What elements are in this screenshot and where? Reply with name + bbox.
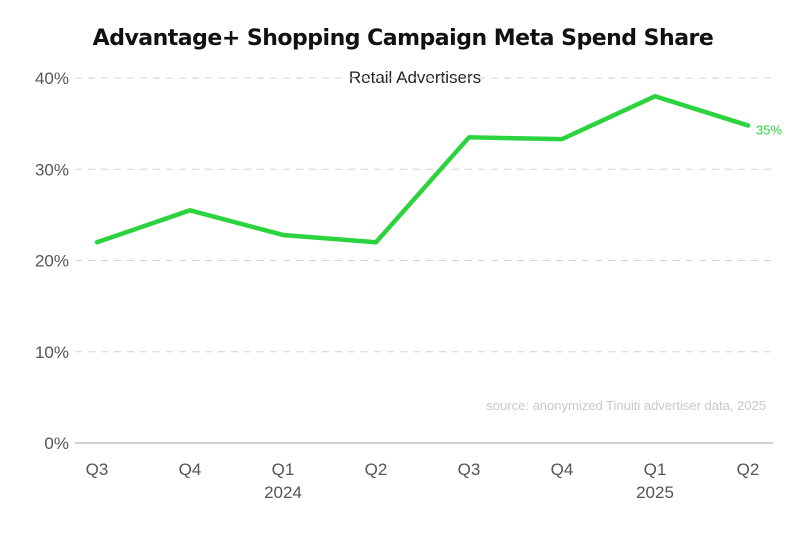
x-tick-label: Q1 (644, 460, 667, 479)
x-tick-label: Q4 (551, 460, 574, 479)
source-note: source: anonymized Tinuiti advertiser da… (486, 398, 766, 413)
x-tick-label: Q4 (179, 460, 202, 479)
y-tick-label: 30% (35, 160, 69, 179)
x-tick-label: Q1 (272, 460, 295, 479)
x-year-label: 2025 (636, 483, 674, 502)
y-tick-label: 0% (44, 434, 69, 453)
x-axis-ticks: Q3 Q4 Q1 2024 Q2 Q3 Q4 Q1 2025 Q2 (86, 460, 760, 502)
chart-title: Advantage+ Shopping Campaign Meta Spend … (92, 26, 714, 51)
x-year-label: 2024 (264, 483, 302, 502)
x-tick-label: Q2 (737, 460, 760, 479)
y-tick-label: 10% (35, 343, 69, 362)
x-tick-label: Q3 (458, 460, 481, 479)
series-layer (94, 94, 751, 245)
series-line (94, 94, 751, 245)
end-value-label: 35% (756, 122, 782, 137)
y-tick-label: 20% (35, 252, 69, 271)
x-tick-label: Q2 (365, 460, 388, 479)
gridlines (75, 77, 773, 444)
y-tick-label: 40% (35, 69, 69, 88)
x-tick-label: Q3 (86, 460, 109, 479)
y-axis-ticks: 0% 10% 20% 30% 40% (35, 69, 69, 453)
